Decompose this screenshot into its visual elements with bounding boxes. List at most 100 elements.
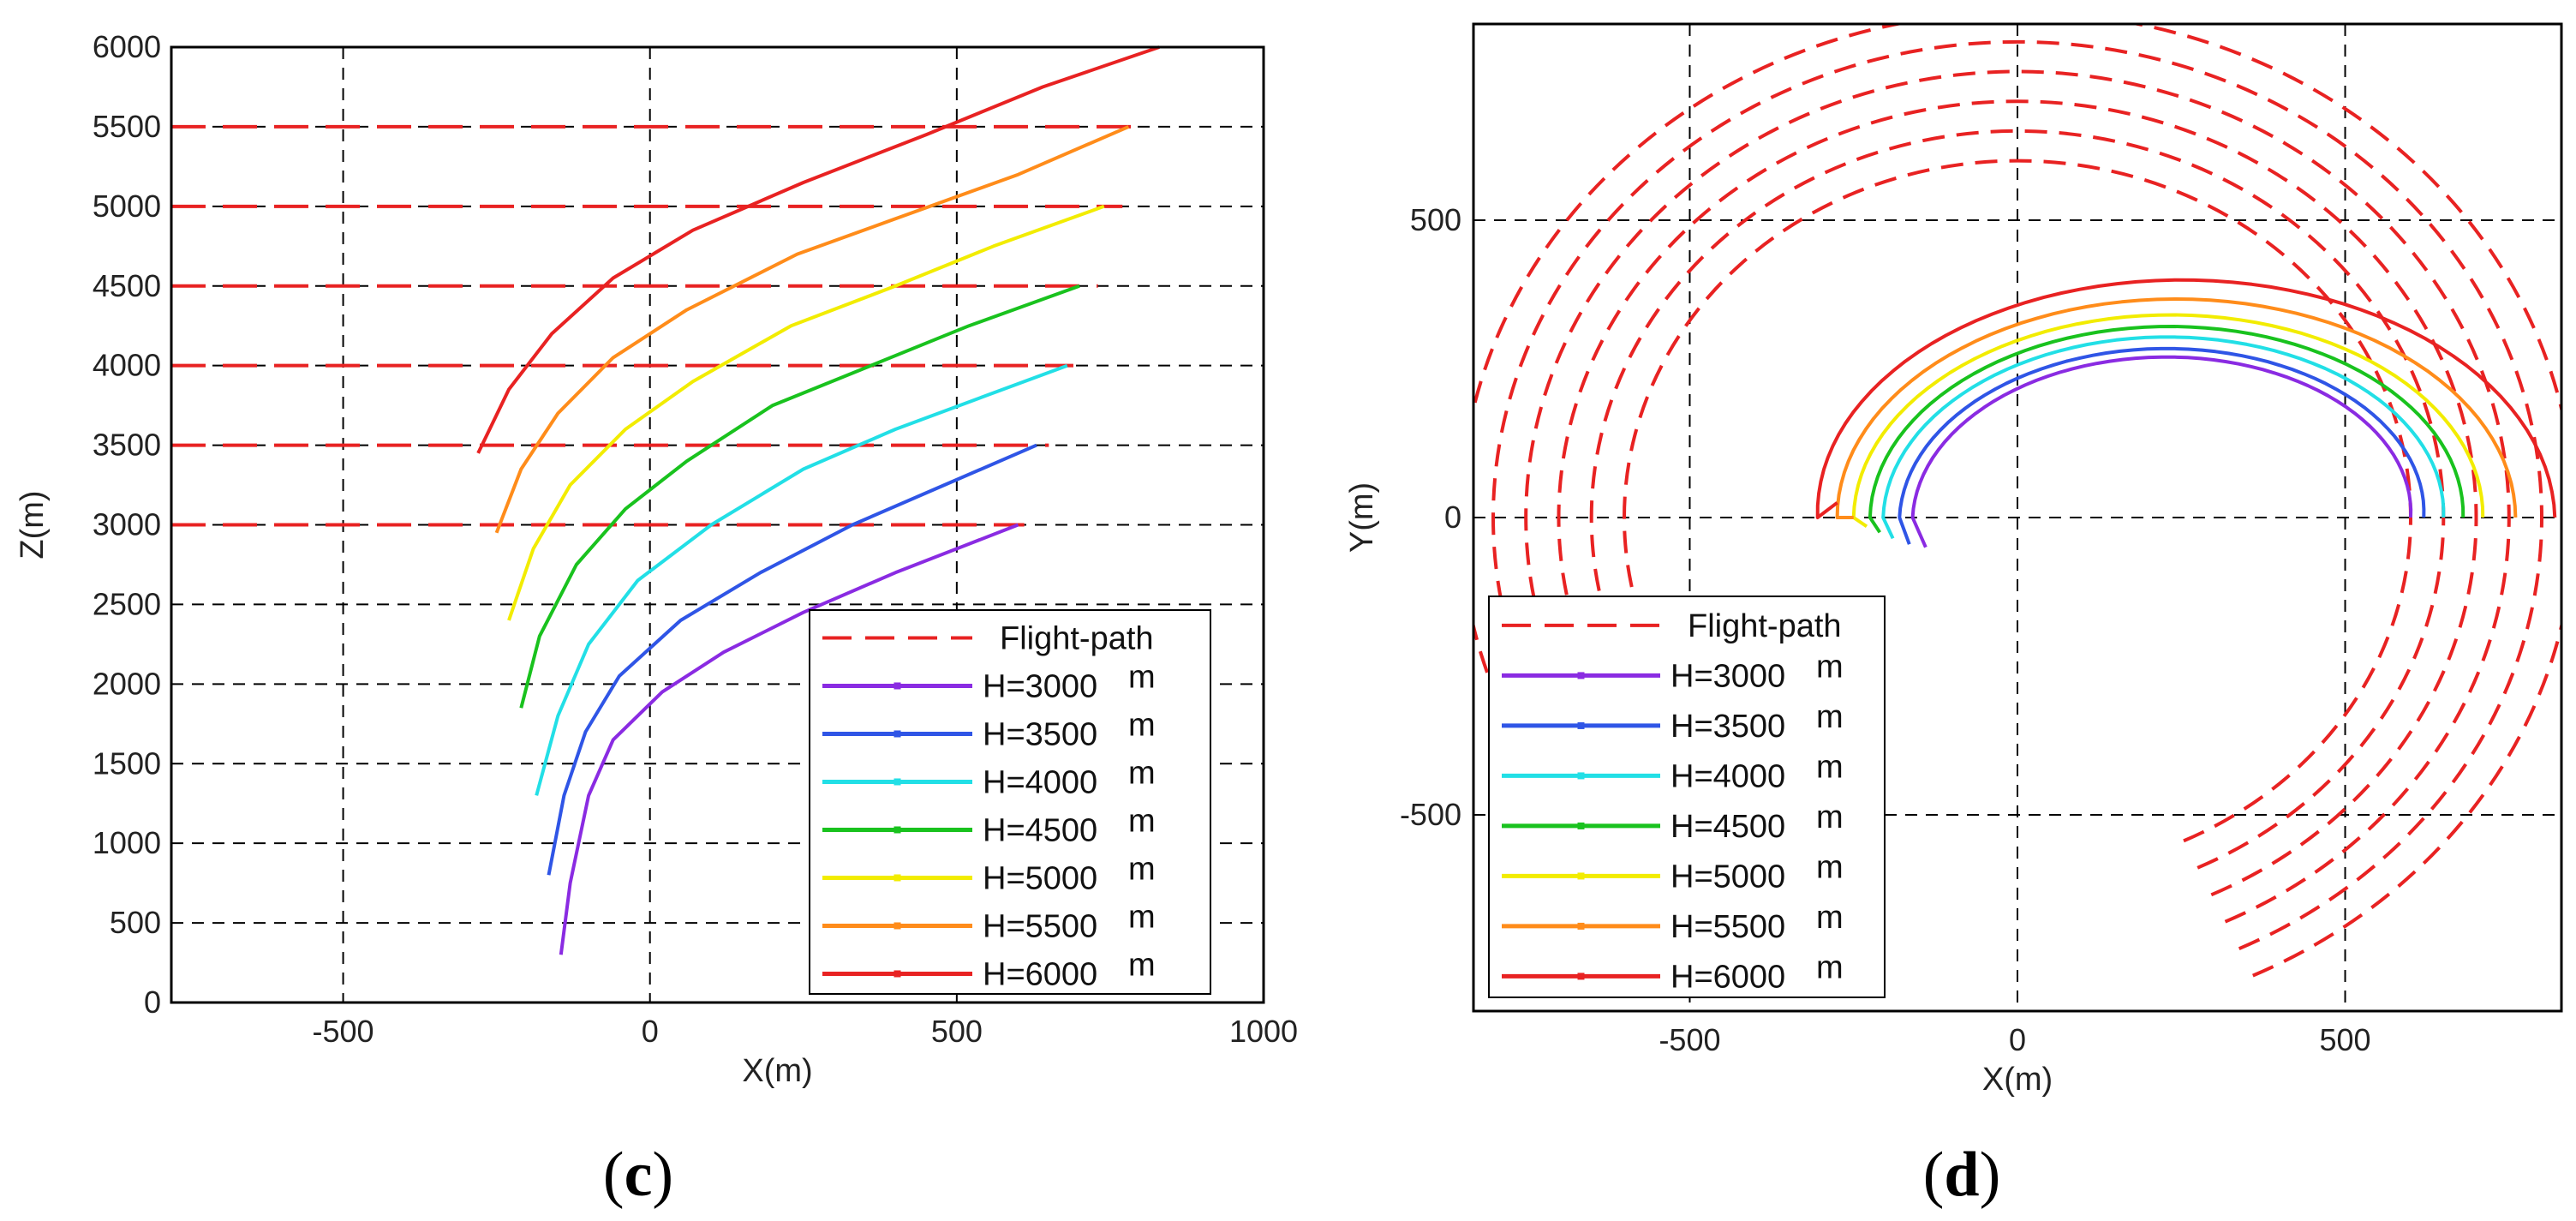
legend-flight-path-label: Flight-path — [1688, 608, 1842, 644]
panel-d-caption-close: ) — [1980, 1140, 2001, 1210]
legend-series-unit: m — [1816, 849, 1844, 885]
panel-c-caption-open: ( — [603, 1140, 625, 1210]
legend-swatch-marker — [1577, 822, 1585, 829]
legend-series-label: H=4500 — [1671, 809, 1785, 845]
y-tick-label: 3500 — [93, 428, 161, 463]
flight-path-circle — [1491, 39, 2543, 951]
panel-c-chart: -500 0 500 1000 0 500 1000 1500 2000 2500 3000 3500… — [15, 29, 1298, 1089]
x-tick-label: 1000 — [1229, 1014, 1298, 1049]
legend-series-label: H=5000 — [1671, 859, 1785, 895]
legend-box — [1488, 596, 1886, 998]
panel-c-y-axis-label: Z(m) — [15, 490, 51, 559]
legend-series-unit: m — [1128, 947, 1156, 983]
series-line — [494, 125, 1130, 534]
panel-d-series — [1815, 278, 2557, 548]
legend-series-label: H=3500 — [1671, 709, 1785, 745]
legend-swatch-marker — [894, 970, 901, 978]
x-tick-label: 500 — [2319, 1022, 2370, 1057]
series-line — [1898, 346, 2426, 545]
legend-swatch-marker — [1577, 721, 1585, 729]
series-line — [476, 45, 1160, 454]
y-tick-label: 0 — [1444, 500, 1461, 535]
panel-d-caption-open: ( — [1923, 1140, 1945, 1210]
flight-path-circle — [1473, 24, 2561, 978]
y-tick-label: 2000 — [93, 666, 161, 701]
legend-swatch-marker — [1577, 973, 1585, 980]
legend-swatch-marker — [894, 778, 901, 786]
legend-swatch-marker — [1577, 672, 1585, 679]
y-tick-label: 1000 — [93, 825, 161, 860]
series-line — [547, 443, 1037, 876]
legend-series-unit: m — [1128, 707, 1156, 743]
panel-c-caption: (c) — [603, 1140, 673, 1210]
y-tick-label: -500 — [1400, 797, 1461, 832]
legend-series-label: H=4000 — [983, 764, 1097, 800]
legend-series-unit: m — [1128, 755, 1156, 791]
legend-series-label: H=6000 — [983, 956, 1097, 992]
legend-series-label: H=3000 — [983, 668, 1097, 704]
series-line — [1910, 355, 2413, 548]
legend-series-label: H=5500 — [1671, 909, 1785, 945]
series-line — [535, 363, 1068, 796]
panel-c-tick-labels: -500 0 500 1000 0 500 1000 1500 2000 2500 3000 3500… — [93, 29, 1298, 1049]
legend-series-unit: m — [1816, 749, 1844, 785]
y-tick-label: 1500 — [93, 745, 161, 781]
legend-box — [809, 609, 1211, 995]
x-tick-label: 500 — [931, 1014, 983, 1049]
legend-series-label: H=3500 — [983, 716, 1097, 752]
panel-c-caption-letter: c — [625, 1140, 653, 1210]
panel-d-caption-letter: d — [1944, 1140, 1979, 1210]
panel-d-x-axis-label: X(m) — [1982, 1062, 2053, 1098]
legend-swatch-marker — [894, 682, 901, 690]
legend-series-label: H=4000 — [1671, 758, 1785, 794]
y-tick-label: 6000 — [93, 29, 161, 64]
series-line — [519, 284, 1080, 709]
series-line — [1881, 335, 2446, 540]
legend-swatch-marker — [894, 730, 901, 738]
panel-d-y-axis-label: Y(m) — [1344, 482, 1380, 553]
series-line — [1835, 297, 2518, 519]
y-tick-label: 0 — [144, 985, 161, 1020]
legend-swatch-marker — [894, 874, 901, 882]
x-tick-label: -500 — [313, 1014, 374, 1049]
y-tick-label: 4500 — [93, 268, 161, 303]
panel-d-grid — [1473, 24, 2561, 1011]
panel-c-caption-close: ) — [652, 1140, 673, 1210]
series-line — [1815, 278, 2557, 519]
y-tick-label: 5500 — [93, 109, 161, 144]
series-line — [1851, 313, 2485, 529]
y-tick-label: 3000 — [93, 507, 161, 542]
panel-d-tick-labels: -500 0 500 -500 0 500 — [1400, 202, 2371, 1057]
legend-swatch-marker — [1577, 772, 1585, 780]
x-tick-label: -500 — [1659, 1022, 1720, 1057]
legend-series-label: H=5000 — [983, 860, 1097, 896]
series-line — [1868, 325, 2465, 534]
y-tick-label: 500 — [1410, 202, 1461, 237]
legend-series-unit: m — [1816, 949, 1844, 985]
panel-c-x-axis-label: X(m) — [742, 1053, 812, 1089]
panel-d-caption: (d) — [1923, 1140, 2000, 1210]
legend-series-unit: m — [1128, 851, 1156, 887]
y-tick-label: 500 — [110, 905, 161, 940]
legend-swatch-marker — [1577, 922, 1585, 930]
y-tick-label: 2500 — [93, 586, 161, 621]
legend-flight-path-label: Flight-path — [1000, 620, 1154, 656]
x-tick-label: 0 — [642, 1014, 659, 1049]
series-line — [559, 523, 1019, 955]
legend-swatch-marker — [1577, 872, 1585, 880]
legend-series-unit: m — [1816, 649, 1844, 685]
series-line — [507, 204, 1105, 621]
panel-d-axes-frame — [1472, 22, 2563, 1013]
y-tick-label: 4000 — [93, 348, 161, 383]
legend-series-unit: m — [1816, 699, 1844, 735]
legend-series-label: H=6000 — [1671, 959, 1785, 995]
legend-series-label: H=3000 — [1671, 658, 1785, 694]
legend-series-label: H=5500 — [983, 908, 1097, 944]
panel-c-series — [476, 45, 1160, 955]
legend-series-unit: m — [1128, 659, 1156, 695]
legend-swatch-marker — [894, 922, 901, 930]
